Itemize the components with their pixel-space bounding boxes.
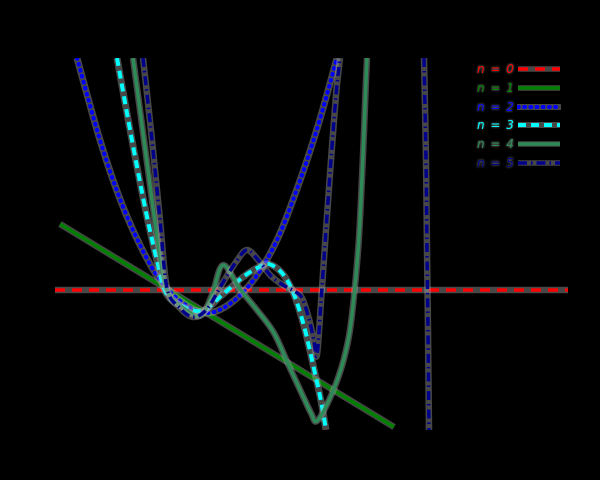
- legend-entry-n0: n = 0: [477, 60, 561, 79]
- legend-line-sample-n4: [518, 141, 560, 147]
- legend-entry-n5: n = 5: [477, 153, 561, 172]
- legend-entry-n2: n = 2: [477, 97, 561, 116]
- legend-label-n3: n = 3: [477, 118, 515, 133]
- legend-label-n5: n = 5: [477, 155, 515, 170]
- legend: n = 0 n = 1 n = 2 n = 3 n = 4 n = 5: [477, 60, 561, 172]
- legend-entry-n1: n = 1: [477, 79, 561, 98]
- legend-line-sample-n0: [518, 66, 560, 73]
- curve-n1-solid: [59, 222, 395, 429]
- legend-label-n2: n = 2: [477, 99, 515, 114]
- legend-label-n0: n = 0: [477, 62, 515, 77]
- legend-line-sample-n2: [517, 103, 561, 110]
- curve-n5-dashdot: [141, 58, 342, 359]
- curve-n2-dotted: [75, 58, 339, 316]
- legend-label-n4: n = 4: [477, 137, 515, 152]
- legend-line-sample-n5: [518, 160, 560, 166]
- legend-line-sample-n1: [518, 85, 560, 91]
- legend-label-n1: n = 1: [477, 81, 515, 96]
- legend-entry-n3: n = 3: [477, 116, 561, 135]
- curve-n3-dashed: [115, 58, 328, 430]
- curve-n5-dashdot: [422, 58, 431, 430]
- legend-entry-n4: n = 4: [477, 135, 561, 154]
- curve-n4-solid: [131, 58, 369, 424]
- legend-line-sample-n3: [518, 122, 560, 129]
